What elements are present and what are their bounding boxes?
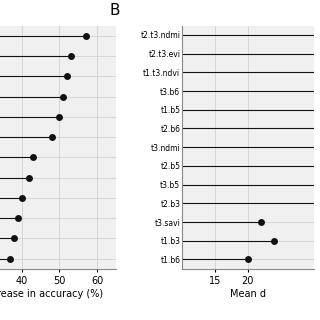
X-axis label: Mean d: Mean d [230, 289, 266, 299]
Text: B: B [109, 3, 120, 18]
X-axis label: rease in accuracy (%): rease in accuracy (%) [0, 289, 103, 299]
